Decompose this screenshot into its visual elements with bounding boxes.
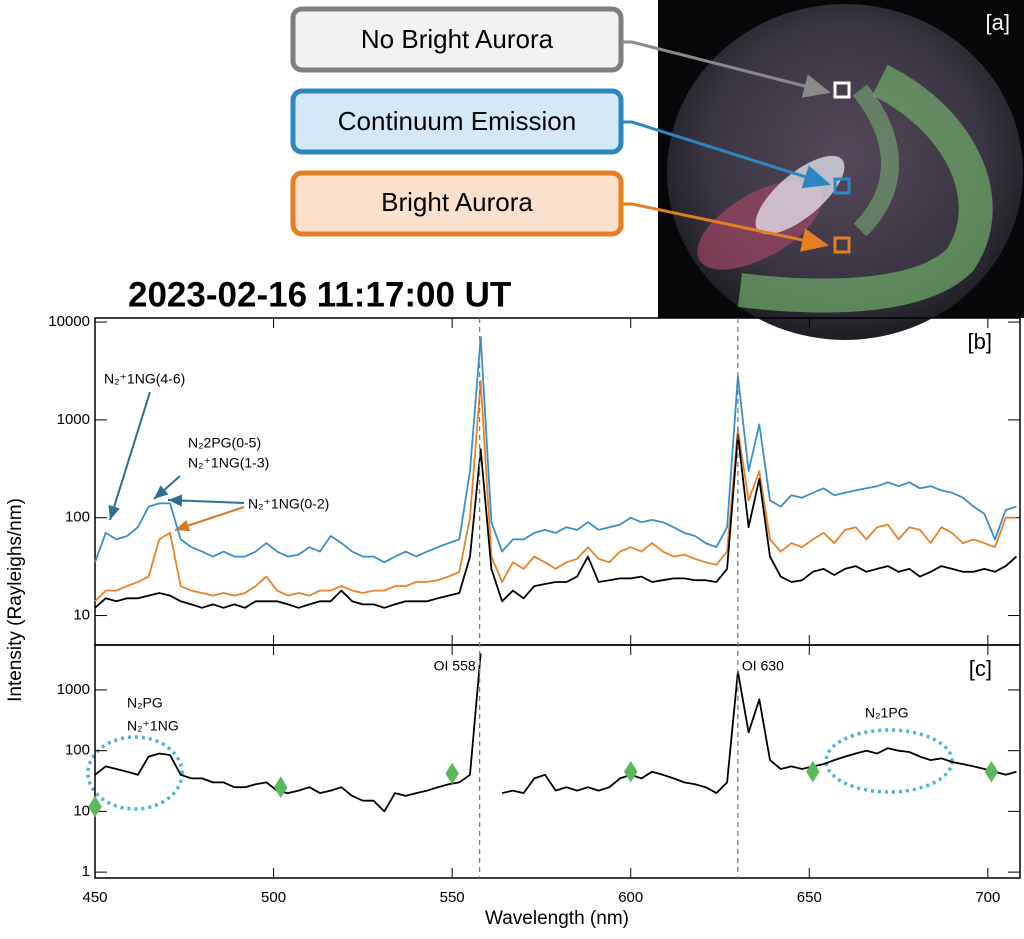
x-tick-label: 500	[261, 889, 286, 906]
y-tick-label: 10000	[48, 313, 90, 330]
marker-diamond	[623, 760, 638, 783]
marker-diamond	[984, 760, 999, 783]
arrow	[621, 202, 829, 252]
x-axis-label: Wavelength (nm)	[485, 908, 629, 929]
chart-title: 2023-02-16 11:17:00 UT	[128, 275, 511, 314]
plot-frame	[94, 644, 1021, 879]
marker-diamond	[88, 795, 102, 818]
legend-box	[290, 6, 624, 73]
all-sky-image: [a]	[658, 0, 1024, 340]
reference-label: OI 558	[434, 658, 476, 674]
legend: No Bright Aurora Continuum Emission Brig…	[290, 6, 831, 252]
panel-label: [a]	[986, 10, 1010, 35]
x-tick-label: 600	[618, 889, 643, 906]
annotation: N₂⁺1NG	[127, 718, 179, 734]
reference-label: OI 630	[742, 658, 784, 674]
annotation: N₂⁺1NG(4-6)	[104, 371, 185, 387]
x-tick-label: 700	[975, 889, 1000, 906]
marker-diamond	[273, 776, 288, 799]
legend-label: Bright Aurora	[381, 187, 533, 217]
x-tick-label: 650	[797, 889, 822, 906]
annotation: N₂2PG(0-5)	[188, 435, 261, 451]
arrow	[621, 40, 831, 98]
x-tick-label: 550	[440, 889, 465, 906]
panel-label: [c]	[969, 656, 992, 681]
spectrum-line	[94, 653, 1017, 813]
y-tick-label: 10	[73, 802, 90, 819]
annotation: N₂PG	[127, 695, 163, 711]
spectrum-line	[94, 336, 1017, 564]
marker-diamond	[806, 760, 820, 783]
x-tick-label: 450	[82, 889, 107, 906]
annotation: N₂⁺1NG(0-2)	[248, 496, 329, 512]
legend-label: Continuum Emission	[338, 106, 576, 136]
y-tick-label: 1000	[57, 411, 90, 428]
y-tick-label: 1	[82, 863, 90, 880]
spectrum-line	[94, 380, 1017, 602]
arrow	[621, 120, 831, 189]
y-tick-label: 100	[65, 742, 90, 759]
y-tick-label: 10	[73, 607, 90, 624]
marker-diamond	[445, 762, 459, 785]
panel-label: [b]	[968, 329, 992, 354]
annotations: N₂⁺1NG(4-6) N₂2PG(0-5) N₂⁺1NG(1-3) N₂⁺1N…	[86, 371, 954, 811]
y-tick-label: 1000	[57, 681, 90, 698]
annotation: N₂⁺1NG(1-3)	[188, 455, 269, 471]
legend-label: No Bright Aurora	[361, 24, 554, 54]
y-tick-label: 100	[65, 509, 90, 526]
annotation: N₂1PG	[865, 705, 909, 721]
spectrum-line	[94, 434, 1017, 609]
y-axis-label: Intensity (Rayleighs/nm)	[5, 498, 26, 702]
